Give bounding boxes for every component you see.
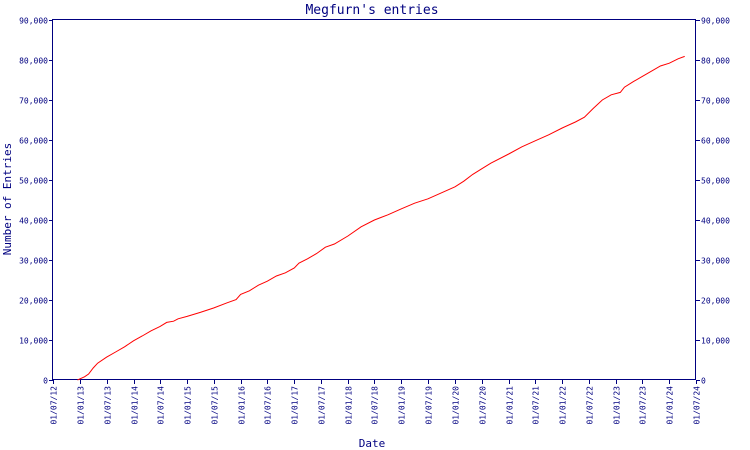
x-tick-label-4: 01/07/14 <box>157 386 166 425</box>
y-tick-label-right-9: 90,000 <box>701 17 730 26</box>
x-tick-label-13: 01/01/19 <box>398 386 407 425</box>
y-tick-label-left-4: 40,000 <box>19 217 48 226</box>
x-tick-label-6: 01/07/15 <box>211 386 220 425</box>
x-tick-label-15: 01/01/20 <box>452 386 461 425</box>
x-tick-label-0: 01/07/12 <box>50 386 59 425</box>
x-tick-label-12: 01/07/18 <box>371 386 380 425</box>
x-tick-label-21: 01/01/23 <box>613 386 622 425</box>
y-tick-label-left-9: 90,000 <box>19 17 48 26</box>
x-tick-label-9: 01/01/17 <box>291 386 300 425</box>
y-tick-label-left-1: 10,000 <box>19 337 48 346</box>
series-layer <box>77 55 685 381</box>
series-line-0 <box>77 55 685 381</box>
x-tick-label-5: 01/01/15 <box>184 386 193 425</box>
y-tick-label-right-5: 50,000 <box>701 177 730 186</box>
y-tick-label-left-8: 80,000 <box>19 57 48 66</box>
x-tick-label-19: 01/01/22 <box>559 386 568 425</box>
x-tick-label-22: 01/07/23 <box>639 386 648 425</box>
y-tick-label-left-2: 20,000 <box>19 297 48 306</box>
y-tick-label-left-0: 0 <box>43 377 48 386</box>
x-tick-label-14: 01/07/19 <box>425 386 434 425</box>
x-tick-label-11: 01/01/18 <box>345 386 354 425</box>
x-tick-label-17: 01/01/21 <box>506 386 515 425</box>
y-tick-label-left-6: 60,000 <box>19 137 48 146</box>
x-axis: 01/07/12 01/01/13 01/07/13 01/01/14 01/07/14… <box>50 380 702 425</box>
x-tick-label-23: 01/01/24 <box>666 386 675 425</box>
y-tick-label-right-3: 30,000 <box>701 257 730 266</box>
y-tick-label-right-8: 80,000 <box>701 57 730 66</box>
x-tick-label-16: 01/07/20 <box>479 386 488 425</box>
x-tick-label-1: 01/01/13 <box>77 386 86 425</box>
y-tick-label-left-3: 30,000 <box>19 257 48 266</box>
plot-frame <box>52 19 696 380</box>
y-tick-label-right-6: 60,000 <box>701 137 730 146</box>
y-tick-label-left-7: 70,000 <box>19 97 48 106</box>
x-tick-label-3: 01/01/14 <box>131 386 140 425</box>
x-tick-label-8: 01/07/16 <box>264 386 273 425</box>
y-tick-label-right-0: 0 <box>701 377 706 386</box>
y-tick-label-right-1: 10,000 <box>701 337 730 346</box>
y-axis-label: Number of Entries <box>1 143 14 256</box>
y-tick-label-right-2: 20,000 <box>701 297 730 306</box>
x-tick-label-24: 01/07/24 <box>693 386 702 425</box>
y-tick-label-right-7: 70,000 <box>701 97 730 106</box>
y-tick-label-left-5: 50,000 <box>19 177 48 186</box>
x-tick-label-7: 01/01/16 <box>238 386 247 425</box>
chart-title: Megfurn's entries <box>305 3 438 18</box>
x-tick-label-20: 01/07/22 <box>586 386 595 425</box>
x-tick-label-10: 01/07/17 <box>318 386 327 425</box>
x-axis-label: Date <box>359 437 386 450</box>
x-tick-label-18: 01/07/21 <box>532 386 541 425</box>
x-tick-label-2: 01/07/13 <box>104 386 113 425</box>
y-axis: 0 0 10,000 10,000 20,000 20,000 30,000 30,000 40… <box>19 17 730 386</box>
y-tick-label-right-4: 40,000 <box>701 217 730 226</box>
